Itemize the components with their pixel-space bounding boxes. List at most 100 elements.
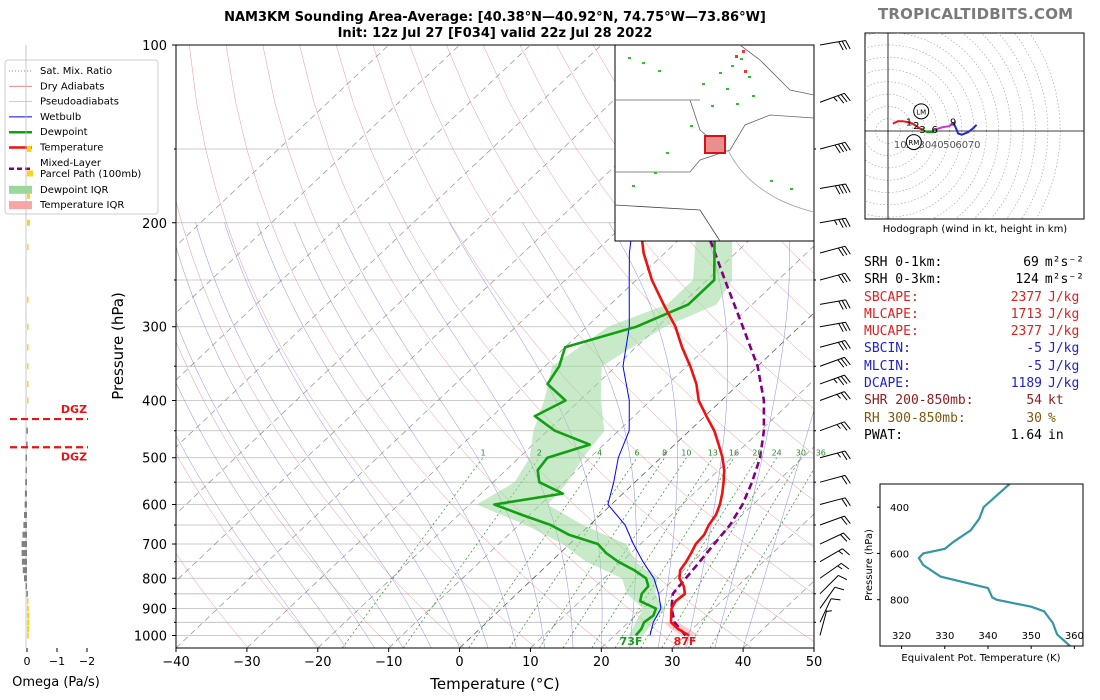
radar-echo bbox=[731, 65, 734, 67]
dry-adiabat bbox=[176, 200, 465, 648]
wind-barb bbox=[819, 574, 848, 595]
y-tick-label: 300 bbox=[142, 321, 167, 336]
sounding-stats: SRH 0-1km: 69 m²s⁻² SRH 0-3km: 124 m²s⁻² SBC… bbox=[864, 254, 1084, 444]
stat-mucape: MUCAPE: 2377 J/kg bbox=[864, 324, 1080, 340]
omega-bar bbox=[27, 380, 29, 387]
legend-label: Wetbulb bbox=[40, 112, 81, 123]
radar-echo bbox=[654, 172, 657, 174]
location-map bbox=[614, 44, 815, 242]
mixing-ratio-label: 6 bbox=[635, 449, 640, 458]
x-tick-label: 50 bbox=[806, 655, 823, 670]
x-tick-label: −20 bbox=[304, 655, 331, 670]
hodograph-caption: Hodograph (wind in kt, height in km) bbox=[882, 224, 1068, 235]
omega-bar bbox=[21, 558, 27, 565]
mixing-ratio-line bbox=[539, 457, 665, 648]
dry-adiabat bbox=[189, 45, 537, 648]
omega-bar bbox=[27, 605, 29, 612]
omega-bar bbox=[24, 490, 27, 497]
radar-echo bbox=[790, 188, 793, 190]
wind-barb bbox=[819, 92, 851, 104]
mixing-ratio-label: 4 bbox=[597, 449, 602, 458]
omega-bar bbox=[27, 323, 29, 330]
x-tick-label: −30 bbox=[233, 655, 260, 670]
theta-e-x-tick-label: 360 bbox=[1065, 631, 1084, 642]
radar-echo bbox=[628, 57, 631, 59]
moist-adiabat bbox=[224, 222, 460, 648]
mixing-ratio-label: 8 bbox=[662, 449, 667, 458]
moist-adiabat bbox=[686, 222, 728, 648]
legend-label: Dewpoint IQR bbox=[40, 185, 109, 196]
radar-echo bbox=[658, 70, 661, 72]
wind-barb bbox=[819, 374, 851, 386]
dgz-label-bottom: DGZ bbox=[61, 450, 87, 463]
dgz-label-top: DGZ bbox=[61, 403, 87, 416]
radar-echo bbox=[726, 88, 729, 90]
wind-barb bbox=[819, 183, 851, 195]
y-tick-label: 200 bbox=[142, 217, 167, 232]
theta-e-xlabel: Equivalent Pot. Temperature (K) bbox=[901, 653, 1060, 664]
mixing-ratio-line bbox=[661, 457, 777, 648]
legend-swatch bbox=[9, 185, 32, 194]
moist-adiabat bbox=[294, 222, 517, 648]
omega-bar bbox=[22, 567, 27, 574]
skewt-frame bbox=[175, 44, 815, 649]
skewt-ylabel: Pressure (hPa) bbox=[109, 292, 127, 400]
hodograph-ring-label: 30 bbox=[919, 140, 932, 151]
isotherm bbox=[176, 45, 673, 515]
hodograph-trace bbox=[934, 121, 954, 131]
state-borders bbox=[615, 44, 815, 173]
wetbulb-line bbox=[607, 222, 662, 636]
omega-bar bbox=[27, 244, 29, 251]
legend-box bbox=[4, 59, 159, 215]
omega-bar bbox=[26, 590, 28, 597]
x-tick-label: 30 bbox=[664, 655, 681, 670]
radar-echo-strong bbox=[735, 55, 738, 58]
mixing-ratio-label: 20 bbox=[752, 449, 762, 458]
map-geography bbox=[614, 44, 815, 242]
theta-e-ylabel: Pressure (hPa) bbox=[864, 529, 875, 601]
mixing-ratio-line bbox=[342, 457, 484, 648]
omega-bar bbox=[27, 219, 30, 226]
stat-mlcin: MLCIN: -5 J/kg bbox=[864, 358, 1080, 374]
mixing-ratio-label: 30 bbox=[796, 449, 806, 458]
radar-echo bbox=[642, 62, 645, 64]
omega-panel: DGZ DGZ 0 −1 −2 bbox=[10, 45, 95, 668]
omega-bar bbox=[24, 511, 27, 518]
hodograph-trace bbox=[892, 120, 923, 131]
stat-dcape: DCAPE: 1189 J/kg bbox=[864, 376, 1080, 392]
surface-dewpoint-label: 73F bbox=[620, 635, 643, 648]
wind-barb bbox=[819, 598, 841, 623]
mixing-ratio-line bbox=[468, 457, 600, 648]
moist-adiabat bbox=[256, 222, 489, 648]
radar-echo bbox=[719, 72, 722, 74]
legend-swatch bbox=[9, 201, 32, 210]
moist-adiabat bbox=[176, 245, 404, 648]
isotherm bbox=[176, 45, 389, 247]
omega-bar bbox=[27, 619, 30, 626]
wind-barb bbox=[819, 391, 851, 401]
stat-sbcape: SBCAPE: 2377 J/kg bbox=[864, 289, 1080, 305]
chart-title-line1: NAM3KM Sounding Area-Average: [40.38°N—4… bbox=[224, 10, 766, 25]
omega-bar bbox=[27, 632, 29, 639]
legend: Sat. Mix. Ratio Dry Adiabats Pseudoadiabat… bbox=[4, 59, 159, 215]
x-tick-label: 40 bbox=[735, 655, 752, 670]
dry-adiabat bbox=[176, 341, 393, 648]
wind-barb bbox=[819, 340, 851, 351]
omega-bar bbox=[27, 344, 29, 351]
omega-bar bbox=[27, 598, 29, 605]
hodograph-height-label: 3 bbox=[919, 125, 925, 136]
wind-barb bbox=[819, 497, 851, 507]
x-tick-label: −40 bbox=[162, 655, 189, 670]
mixing-ratio-label: 2 bbox=[537, 449, 542, 458]
hodograph-ring-label: 50 bbox=[943, 140, 956, 151]
dry-adiabat bbox=[446, 45, 814, 501]
omega-bar bbox=[26, 441, 28, 448]
radar-echo bbox=[702, 83, 705, 85]
radar-echo bbox=[770, 180, 773, 182]
dry-adiabat bbox=[556, 45, 814, 365]
mixing-ratio-line bbox=[709, 468, 814, 648]
hodograph-trace bbox=[921, 128, 936, 134]
radar-echo bbox=[711, 105, 714, 107]
wind-barb bbox=[819, 217, 851, 229]
hodograph-height-label: 6 bbox=[932, 125, 938, 136]
